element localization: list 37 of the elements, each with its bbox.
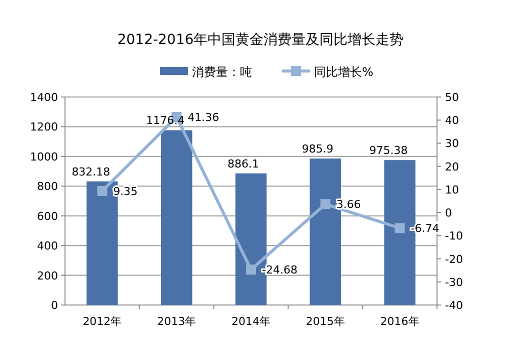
- y2-tick-label: -20: [445, 252, 463, 266]
- data-label: 41.36: [188, 110, 220, 124]
- y2-tick-label: -10: [445, 230, 463, 243]
- point: [320, 199, 330, 210]
- x-tick-label: 2012年: [82, 315, 122, 328]
- bar: [160, 130, 192, 305]
- point: [394, 223, 405, 234]
- y2-tick-label: 40: [445, 114, 459, 128]
- y-tick-label: 800: [37, 180, 58, 194]
- y-tick-label: 1400: [30, 91, 58, 104]
- y-tick-label: 0: [51, 299, 58, 312]
- y-tick-label: 600: [37, 210, 58, 223]
- point: [246, 264, 256, 275]
- data-label: 985.9: [302, 142, 334, 156]
- y2-tick-label: 20: [445, 160, 459, 174]
- legend-label: 同比增长%: [314, 65, 374, 79]
- data-label: 886.1: [228, 157, 259, 170]
- chart-title: 2012-2016年中国黄金消费量及同比增长走势: [117, 32, 404, 48]
- y2-tick-label: -30: [445, 276, 463, 289]
- y2-tick-label: 50: [445, 91, 459, 104]
- y2-tick-label: -40: [445, 299, 463, 312]
- x-tick-label: 2014年: [232, 315, 270, 328]
- y-tick-label: 200: [37, 269, 58, 282]
- y2-tick-label: 30: [445, 137, 459, 150]
- data-label: 975.38: [369, 144, 408, 158]
- y-tick-label: 1200: [30, 120, 58, 134]
- data-label: 832.18: [72, 165, 110, 178]
- y-tick-label: 1000: [30, 150, 58, 164]
- point: [97, 186, 108, 196]
- x-tick-label: 2015年: [306, 315, 345, 328]
- y2-tick-label: 10: [445, 183, 459, 196]
- y-tick-label: 400: [37, 240, 58, 253]
- x-tick-label: 2016年: [380, 315, 420, 328]
- y2-tick-label: 0: [445, 206, 452, 220]
- x-tick-label: 2013年: [157, 315, 196, 328]
- legend-label: 消费量：吨: [192, 65, 252, 79]
- data-label: 1176.4: [146, 114, 185, 128]
